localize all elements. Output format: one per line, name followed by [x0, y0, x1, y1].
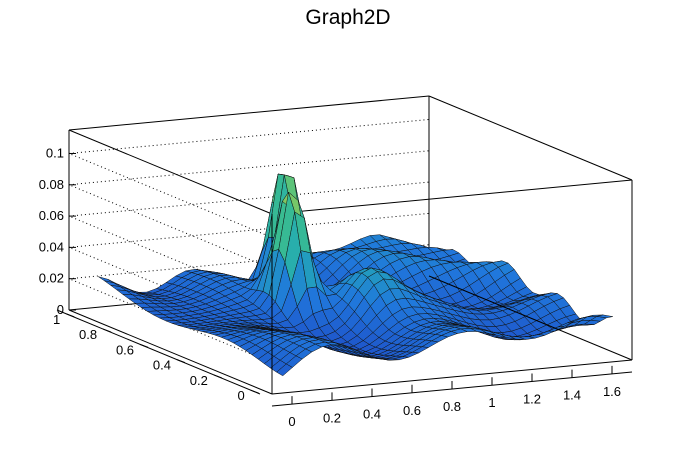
y-tick	[213, 374, 223, 379]
frame-edge	[68, 95, 430, 131]
x-tick-label: 0.2	[323, 410, 341, 425]
z-tick-label: 0.06	[39, 208, 64, 223]
x-tick-label: 0.8	[443, 399, 461, 414]
x-tick-label: 0.6	[403, 403, 421, 418]
z-gridline	[68, 278, 273, 364]
y-tick-label: 0.8	[79, 327, 97, 342]
x-tick-label: 1.6	[603, 384, 621, 399]
frame-edge	[68, 129, 273, 215]
y-tick-label: 0	[238, 388, 245, 403]
x-tick-label: 1.4	[563, 388, 581, 403]
axes: 0 0.02 0.04 0.06 0.08 0.1 0 0.2 0.4 0.6 0.8 1 1.2 1.4…	[39, 130, 633, 429]
frame-front	[271, 214, 633, 395]
x-tick-label: 0	[288, 414, 295, 429]
z-gridline	[68, 244, 430, 280]
y-tick-label: 1	[53, 312, 60, 327]
y-axis	[56, 309, 261, 395]
z-tick-label: 0.08	[39, 177, 64, 192]
z-gridline	[68, 118, 430, 154]
x-tick-label: 1	[488, 395, 495, 410]
z-tick-label: 0.02	[39, 271, 64, 286]
z-gridline	[68, 181, 430, 217]
frame-edge	[271, 179, 633, 215]
z-gridline	[68, 150, 430, 186]
x-tick-label: 0.4	[363, 407, 381, 422]
y-tick	[102, 328, 112, 333]
z-tick-label: 0	[57, 302, 64, 317]
z-tick-label: 0.04	[39, 239, 64, 254]
x-tick-label: 1.2	[523, 391, 541, 406]
y-tick	[66, 313, 75, 318]
z-gridline	[68, 184, 273, 270]
z-tick-label: 0.1	[46, 145, 64, 160]
frame-edge	[428, 275, 633, 361]
surface-cell	[596, 314, 613, 319]
y-tick-label: 0.4	[153, 358, 171, 373]
chart-title: Graph2D	[305, 6, 390, 29]
z-gridline	[68, 153, 273, 238]
y-tick-label: 0.6	[116, 342, 134, 357]
frame-edge	[271, 359, 633, 395]
y-tick	[176, 359, 186, 364]
z-gridline	[68, 212, 430, 248]
surface-mesh	[98, 173, 613, 377]
y-tick	[250, 389, 259, 394]
frame-edge	[68, 309, 273, 395]
y-tick	[139, 343, 149, 348]
y-tick-label: 0.2	[190, 373, 208, 388]
frame-edge	[428, 95, 633, 181]
